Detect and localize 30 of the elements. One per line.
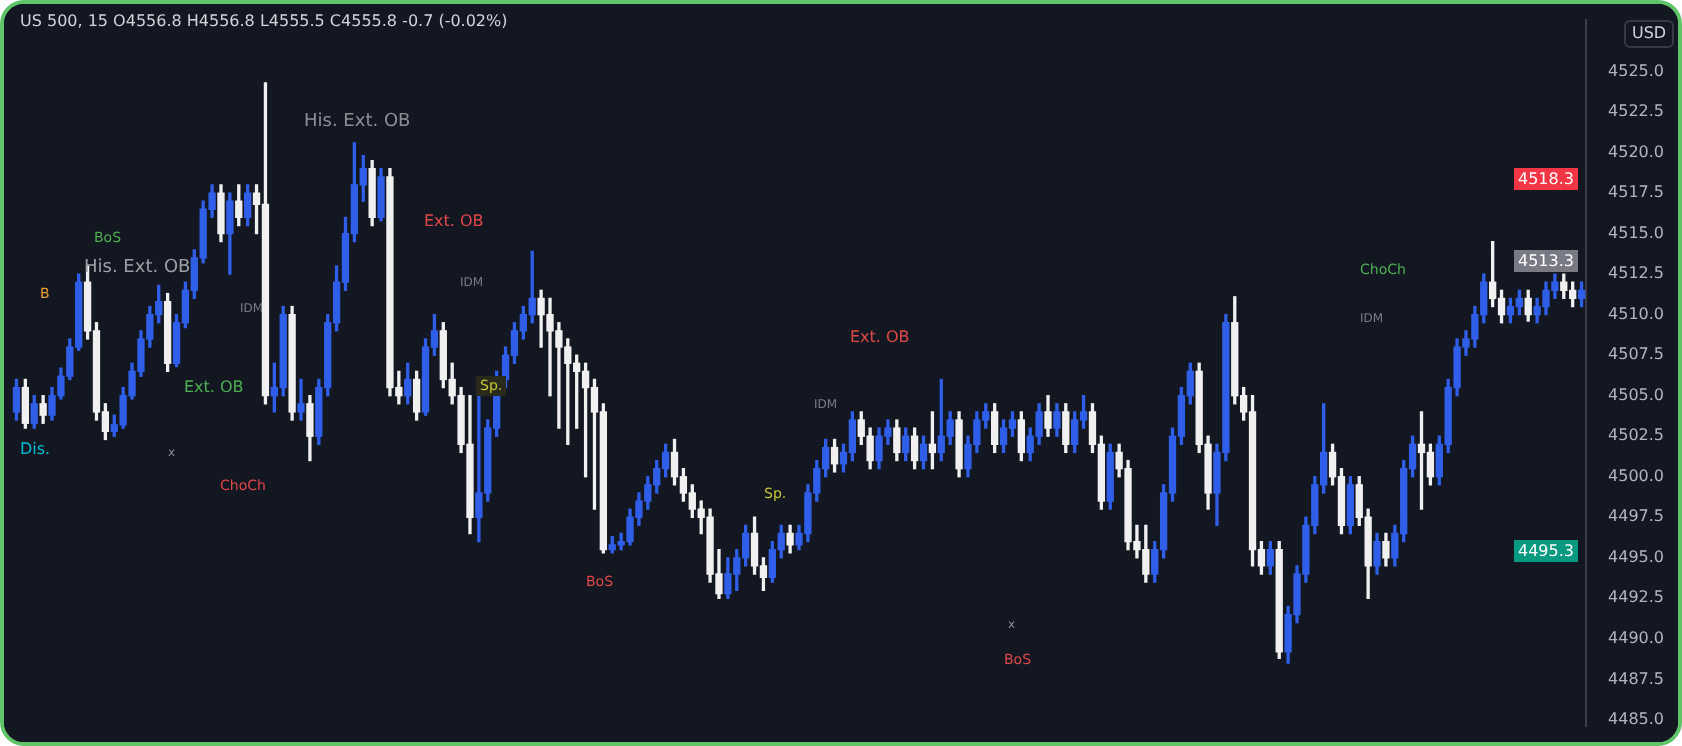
y-tick-label: 4495.0 — [1608, 547, 1665, 566]
y-tick-label: 4520.0 — [1608, 142, 1665, 161]
y-tick-label: 4502.5 — [1608, 426, 1665, 445]
y-tick-label: 4522.5 — [1608, 102, 1665, 121]
y-tick-label: 4507.5 — [1608, 345, 1665, 364]
y-tick-label: 4517.5 — [1608, 183, 1665, 202]
y-tick-label: 4485.0 — [1608, 710, 1665, 729]
annotation: Ext. OB — [850, 328, 910, 348]
y-tick-label: 4525.0 — [1608, 61, 1665, 80]
chart-title: US 500, 15 O4556.8 H4556.8 L4555.5 C4555.8 -0.7 (-0.02%) — [20, 12, 508, 30]
y-tick-label: 4487.5 — [1608, 669, 1665, 688]
annotation: His. Ext. OB — [84, 258, 191, 278]
annotation: 4518.3 — [1514, 168, 1578, 191]
annotation: Ext. OB — [424, 212, 484, 232]
annotation: 4513.3 — [1514, 249, 1578, 272]
y-tick-label: 4505.0 — [1608, 385, 1665, 404]
y-tick-label: 4492.5 — [1608, 588, 1665, 607]
y-tick-label: 4510.0 — [1608, 304, 1665, 323]
y-tick-label: 4500.0 — [1608, 466, 1665, 485]
y-tick-label: 4515.0 — [1608, 223, 1665, 242]
candlestick — [475, 395, 483, 543]
annotation: Ext. OB — [184, 378, 244, 398]
y-tick-label: 4512.5 — [1608, 264, 1665, 283]
text: USD — [1624, 20, 1675, 48]
annotation: 4495.3 — [1514, 540, 1578, 563]
y-tick-label: 4497.5 — [1608, 507, 1665, 526]
y-tick-label: 4490.0 — [1608, 629, 1665, 648]
candlestick — [297, 378, 305, 421]
annotation: His. Ext. OB — [304, 112, 411, 132]
annotation: Dis. — [20, 440, 51, 460]
